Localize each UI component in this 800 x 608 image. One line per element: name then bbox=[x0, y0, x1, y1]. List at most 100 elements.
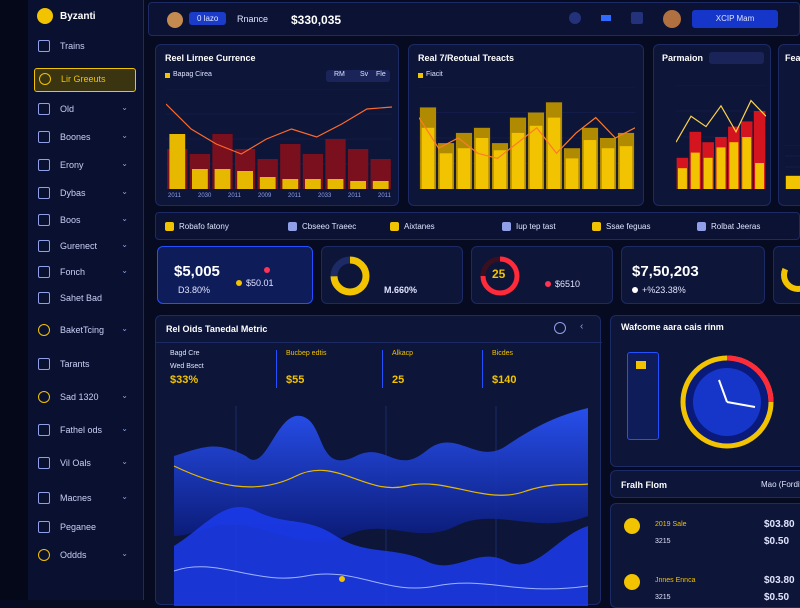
icon[interactable] bbox=[601, 15, 611, 21]
sidebar-item[interactable]: Boones ⌄ bbox=[34, 127, 134, 149]
chevron: ⌄ bbox=[121, 240, 128, 249]
sidebar-icon bbox=[38, 40, 50, 52]
donut bbox=[330, 256, 370, 296]
sidebar-label: Erony bbox=[60, 160, 84, 170]
filter[interactable]: Mao (Fordit bbox=[761, 480, 800, 489]
bar bbox=[439, 153, 453, 189]
tab-label: Iup tep tast bbox=[516, 222, 556, 231]
sidebar-icon bbox=[38, 324, 50, 336]
tab-icon bbox=[165, 222, 174, 231]
kpi-side: $50.01 bbox=[246, 278, 274, 288]
flow-header: Fralh Flom Mao (Fordit bbox=[610, 470, 800, 498]
legend-label: Fiacit bbox=[426, 71, 443, 78]
chart-title: Reel Lirnee Currence bbox=[165, 53, 256, 63]
dot bbox=[236, 280, 242, 286]
sidebar-item[interactable]: Old ⌄ bbox=[34, 99, 134, 121]
x-tick-label: 2009 bbox=[258, 193, 272, 199]
line bbox=[676, 99, 766, 143]
sidebar-item[interactable]: Trains bbox=[34, 36, 134, 58]
line bbox=[166, 103, 392, 155]
sidebar-item[interactable]: Vil Oals ⌄ bbox=[34, 453, 134, 475]
bar bbox=[619, 146, 633, 189]
top-button[interactable]: XCIP Mam bbox=[692, 10, 778, 28]
sidebar-item[interactable]: Macnes ⌄ bbox=[34, 488, 134, 510]
chart-tab[interactable]: Fle bbox=[376, 71, 386, 78]
icon[interactable] bbox=[554, 322, 566, 334]
tab-icon bbox=[502, 222, 511, 231]
sidebar-label: Tarants bbox=[60, 359, 90, 369]
bar bbox=[350, 181, 367, 189]
tab-icon bbox=[592, 222, 601, 231]
kpi-card[interactable]: $7,50,203 +%23.38% bbox=[621, 246, 765, 304]
kpi-change: +%23.38% bbox=[642, 285, 686, 295]
kpi-card[interactable]: M.660% bbox=[321, 246, 463, 304]
wave-chart bbox=[173, 406, 589, 606]
tab-label: Rolbat Jeeras bbox=[711, 222, 761, 231]
sidebar-item[interactable]: Sahet Bad bbox=[34, 288, 134, 310]
donut-arc bbox=[330, 256, 370, 296]
bar bbox=[421, 127, 435, 189]
sidebar-item[interactable]: Oddds ⌄ bbox=[34, 545, 134, 567]
sidebar-item[interactable]: Sad 1320 ⌄ bbox=[34, 387, 134, 409]
bar bbox=[677, 168, 687, 189]
chart-tab[interactable]: RM bbox=[334, 71, 345, 78]
chevron: ⌄ bbox=[121, 324, 128, 333]
wave-area bbox=[174, 506, 588, 606]
bar bbox=[753, 111, 766, 189]
chart-control[interactable] bbox=[709, 52, 764, 64]
icon[interactable] bbox=[631, 12, 643, 24]
sidebar-item[interactable]: Lir Greeuts bbox=[34, 68, 136, 92]
user-chip[interactable]: 0 lazo bbox=[189, 12, 227, 25]
sidebar-label: Fathel ods bbox=[60, 425, 103, 435]
stat-label: Bucbep edtis bbox=[286, 350, 327, 357]
x-tick-label: 2011 bbox=[288, 193, 301, 199]
icon[interactable] bbox=[569, 12, 581, 24]
chart-tabs bbox=[326, 70, 390, 82]
sidebar-label: Fonch bbox=[60, 267, 86, 277]
kpi-change: M.660% bbox=[384, 285, 418, 295]
sidebar-item[interactable]: Tarants bbox=[34, 354, 134, 376]
bar bbox=[282, 179, 299, 189]
sidebar-item[interactable]: BaketTcing ⌄ bbox=[34, 320, 134, 342]
kpi-card[interactable] bbox=[773, 246, 800, 304]
tab-icon bbox=[390, 222, 399, 231]
chevron: ⌄ bbox=[121, 391, 128, 400]
bar bbox=[214, 169, 231, 189]
sidebar-item[interactable]: Erony ⌄ bbox=[34, 155, 134, 177]
chevron: ⌄ bbox=[121, 457, 128, 466]
legend-swatch bbox=[418, 73, 423, 78]
sidebar-item[interactable]: Dybas ⌄ bbox=[34, 183, 134, 205]
kpi-card[interactable]: 25 $6510 bbox=[471, 246, 613, 304]
balance: $330,035 bbox=[291, 13, 342, 27]
donut-arc bbox=[781, 258, 800, 292]
logo-text: Byzanti bbox=[60, 11, 96, 22]
kpi-card[interactable]: $5,005 D3.80% $50.01 bbox=[157, 246, 313, 304]
legend-swatch bbox=[165, 73, 170, 78]
section[interactable]: Rnance bbox=[237, 14, 269, 24]
sidebar-icon bbox=[38, 358, 50, 370]
row-label: 2019 Sale bbox=[655, 521, 687, 528]
bar bbox=[547, 117, 561, 189]
chart-tab[interactable]: Sv bbox=[360, 71, 369, 78]
back-icon[interactable]: ‹ bbox=[580, 321, 584, 332]
sidebar-icon bbox=[39, 73, 51, 85]
tab-label: Robafo fatony bbox=[179, 222, 229, 231]
sidebar-item[interactable]: Boos ⌄ bbox=[34, 210, 134, 232]
gauge-needle bbox=[726, 401, 756, 408]
sidebar-label: Gurenect bbox=[60, 241, 98, 251]
bar bbox=[259, 177, 276, 189]
row-value: $0.50 bbox=[764, 536, 790, 547]
sidebar-item[interactable]: Gurenect ⌄ bbox=[34, 236, 134, 258]
sidebar-item[interactable]: Fathel ods ⌄ bbox=[34, 420, 134, 442]
sidebar: Byzanti bbox=[28, 0, 144, 600]
chevron: ⌄ bbox=[121, 187, 128, 196]
chart-title: Feal bbox=[785, 53, 800, 63]
sidebar-icon bbox=[38, 240, 50, 252]
tab-label: Aixtanes bbox=[404, 222, 435, 231]
gauge-arc bbox=[726, 355, 774, 403]
sidebar-icon bbox=[38, 292, 50, 304]
sidebar-item[interactable]: Fonch ⌄ bbox=[34, 262, 134, 284]
line bbox=[419, 116, 635, 160]
sidebar-item[interactable]: Peganee bbox=[34, 517, 134, 539]
bar bbox=[742, 137, 752, 189]
